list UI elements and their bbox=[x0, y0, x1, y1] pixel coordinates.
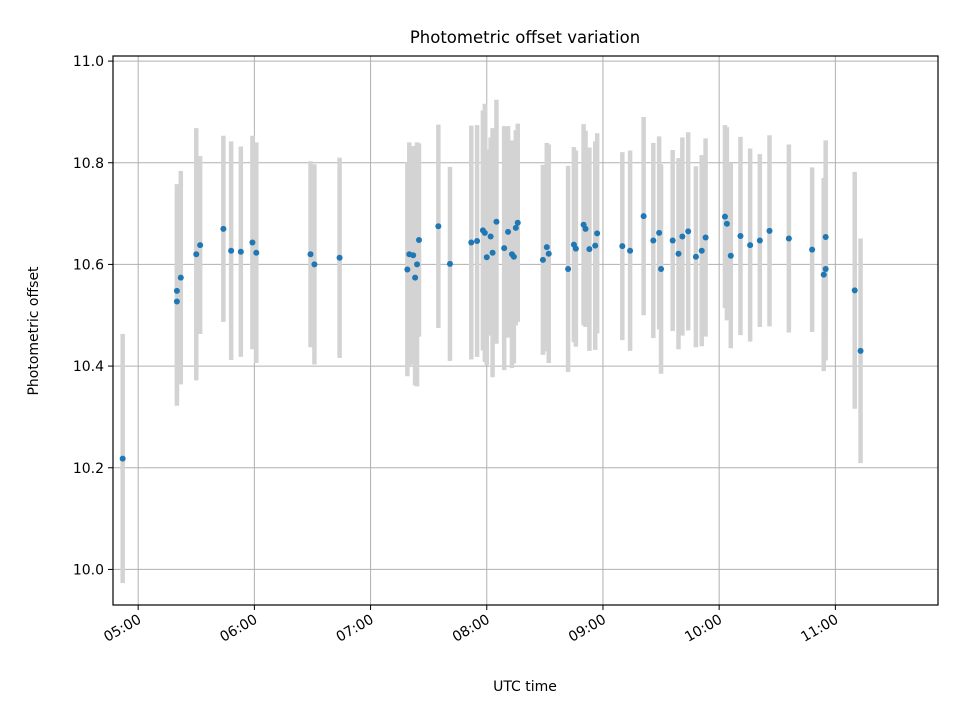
data-point bbox=[727, 252, 734, 259]
y-tick-label: 10.6 bbox=[73, 257, 104, 273]
data-point bbox=[822, 265, 829, 272]
data-point bbox=[723, 220, 730, 227]
data-point bbox=[512, 224, 519, 231]
x-tick-label: 07:00 bbox=[334, 612, 377, 646]
y-tick-label: 10.0 bbox=[73, 562, 104, 578]
data-point bbox=[851, 287, 858, 294]
data-point bbox=[692, 253, 699, 260]
data-point bbox=[435, 223, 442, 230]
data-point bbox=[311, 261, 318, 268]
data-point bbox=[822, 233, 829, 240]
data-point bbox=[249, 239, 256, 246]
data-point bbox=[565, 265, 572, 272]
data-point bbox=[493, 218, 500, 225]
x-tick-label: 05:00 bbox=[101, 612, 144, 646]
x-axis-ticks: 05:00 06:00 07:00 08:00 09:00 10:00 11:00 bbox=[101, 605, 841, 646]
data-point bbox=[489, 249, 496, 256]
x-axis-label: UTC time bbox=[493, 679, 557, 695]
x-tick-label: 10:00 bbox=[682, 612, 725, 646]
x-tick-label: 08:00 bbox=[450, 612, 493, 646]
chart-title: Photometric offset variation bbox=[410, 28, 640, 47]
data-point bbox=[197, 242, 204, 249]
data-point bbox=[336, 254, 343, 261]
error-bars bbox=[120, 99, 863, 584]
data-point bbox=[412, 274, 419, 281]
y-axis-ticks: 10.0 10.2 10.4 10.6 10.8 11.0 bbox=[73, 54, 113, 578]
data-point bbox=[675, 250, 682, 257]
data-point bbox=[737, 232, 744, 239]
data-point bbox=[501, 245, 508, 252]
data-point bbox=[685, 228, 692, 235]
data-point bbox=[220, 225, 227, 232]
data-point bbox=[669, 237, 676, 244]
data-point bbox=[237, 248, 244, 255]
data-point bbox=[505, 228, 512, 235]
y-tick-label: 10.2 bbox=[73, 461, 104, 477]
data-point bbox=[177, 274, 184, 281]
data-point bbox=[721, 213, 728, 220]
data-point bbox=[404, 266, 411, 273]
y-axis-label: Photometric offset bbox=[26, 266, 42, 396]
data-point bbox=[650, 237, 657, 244]
data-point bbox=[809, 246, 816, 253]
data-point bbox=[857, 347, 864, 354]
data-point bbox=[658, 265, 665, 272]
data-point bbox=[766, 227, 773, 234]
data-point bbox=[582, 225, 589, 232]
data-point bbox=[640, 213, 647, 220]
data-point bbox=[545, 250, 552, 257]
data-point bbox=[627, 247, 634, 254]
data-point bbox=[543, 244, 550, 251]
data-point bbox=[173, 287, 180, 294]
data-point bbox=[572, 245, 579, 252]
data-point bbox=[483, 254, 490, 261]
data-point bbox=[592, 242, 599, 249]
x-tick-label: 09:00 bbox=[566, 612, 609, 646]
data-point bbox=[702, 234, 709, 241]
data-point bbox=[253, 249, 260, 256]
y-tick-label: 10.4 bbox=[73, 359, 104, 375]
data-point bbox=[487, 233, 494, 240]
data-point bbox=[756, 237, 763, 244]
data-point bbox=[820, 271, 827, 278]
data-point bbox=[446, 260, 453, 267]
data-point bbox=[481, 229, 488, 236]
plot-frame bbox=[112, 55, 939, 606]
data-point bbox=[747, 242, 754, 249]
y-tick-label: 11.0 bbox=[73, 54, 104, 70]
data-point bbox=[173, 298, 180, 305]
data-point bbox=[468, 239, 475, 246]
data-point bbox=[594, 230, 601, 237]
data-point bbox=[514, 219, 521, 226]
data-point bbox=[619, 243, 626, 250]
data-point bbox=[474, 238, 481, 245]
data-point bbox=[679, 233, 686, 240]
data-points bbox=[119, 213, 864, 462]
data-point bbox=[410, 252, 417, 259]
data-point bbox=[656, 229, 663, 236]
data-point bbox=[307, 251, 314, 258]
data-point bbox=[193, 251, 200, 258]
x-tick-label: 06:00 bbox=[217, 612, 260, 646]
data-point bbox=[228, 247, 235, 254]
data-point bbox=[785, 235, 792, 242]
data-point bbox=[586, 246, 593, 253]
x-tick-label: 11:00 bbox=[798, 612, 841, 646]
data-point bbox=[698, 247, 705, 254]
data-point bbox=[510, 253, 517, 260]
data-point bbox=[119, 455, 126, 462]
data-point bbox=[539, 256, 546, 263]
data-point bbox=[415, 237, 422, 244]
data-point bbox=[414, 261, 421, 268]
y-tick-label: 10.8 bbox=[73, 156, 104, 172]
